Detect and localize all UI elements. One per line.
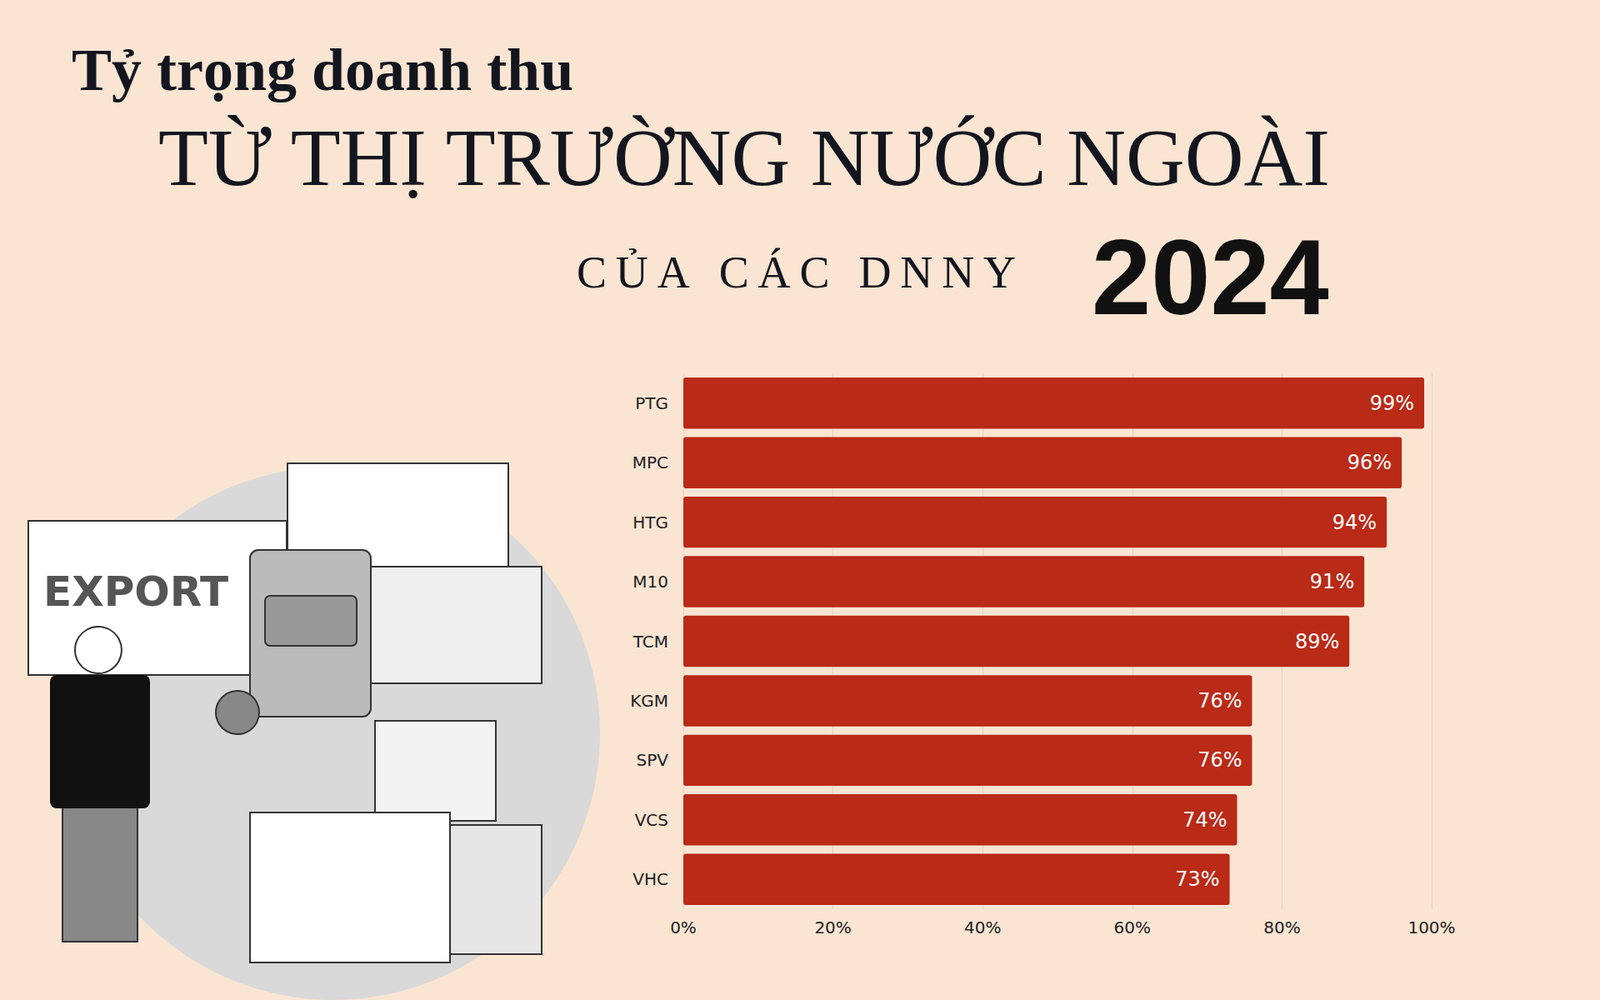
svg-text:74%: 74% [1182, 808, 1227, 832]
svg-text:100%: 100% [1407, 917, 1455, 938]
svg-text:94%: 94% [1332, 510, 1377, 535]
svg-text:HTG: HTG [632, 512, 669, 533]
svg-text:SPV: SPV [636, 750, 670, 770]
svg-text:73%: 73% [1175, 867, 1220, 891]
svg-text:M10: M10 [632, 571, 669, 592]
svg-text:Tỷ trọng doanh thu: Tỷ trọng doanh thu [71, 36, 574, 104]
svg-text:76%: 76% [1197, 689, 1242, 713]
svg-text:TCM: TCM [632, 631, 669, 652]
svg-text:80%: 80% [1263, 917, 1300, 938]
svg-text:EXPORT: EXPORT [43, 567, 229, 616]
svg-text:99%: 99% [1370, 391, 1415, 415]
svg-text:C Ủ A C Á C D N N Y: C Ủ A C Á C D N N Y [576, 247, 1016, 298]
svg-text:89%: 89% [1295, 630, 1340, 654]
svg-text:VCS: VCS [635, 810, 669, 830]
svg-text:VHC: VHC [632, 869, 669, 890]
svg-text:TỪ THỊ TRƯỜNG NƯỚC NGOÀI: TỪ THỊ TRƯỜNG NƯỚC NGOÀI [158, 112, 1330, 203]
svg-text:MPC: MPC [632, 452, 669, 473]
svg-text:76%: 76% [1197, 748, 1242, 772]
svg-text:PTG: PTG [635, 393, 669, 414]
svg-text:2024: 2024 [1091, 217, 1330, 337]
svg-text:0%: 0% [670, 917, 697, 938]
svg-text:96%: 96% [1347, 450, 1392, 475]
svg-text:40%: 40% [964, 917, 1001, 938]
svg-text:91%: 91% [1310, 570, 1355, 594]
svg-text:20%: 20% [814, 917, 851, 938]
svg-text:60%: 60% [1114, 917, 1151, 938]
svg-text:KGM: KGM [630, 690, 669, 711]
